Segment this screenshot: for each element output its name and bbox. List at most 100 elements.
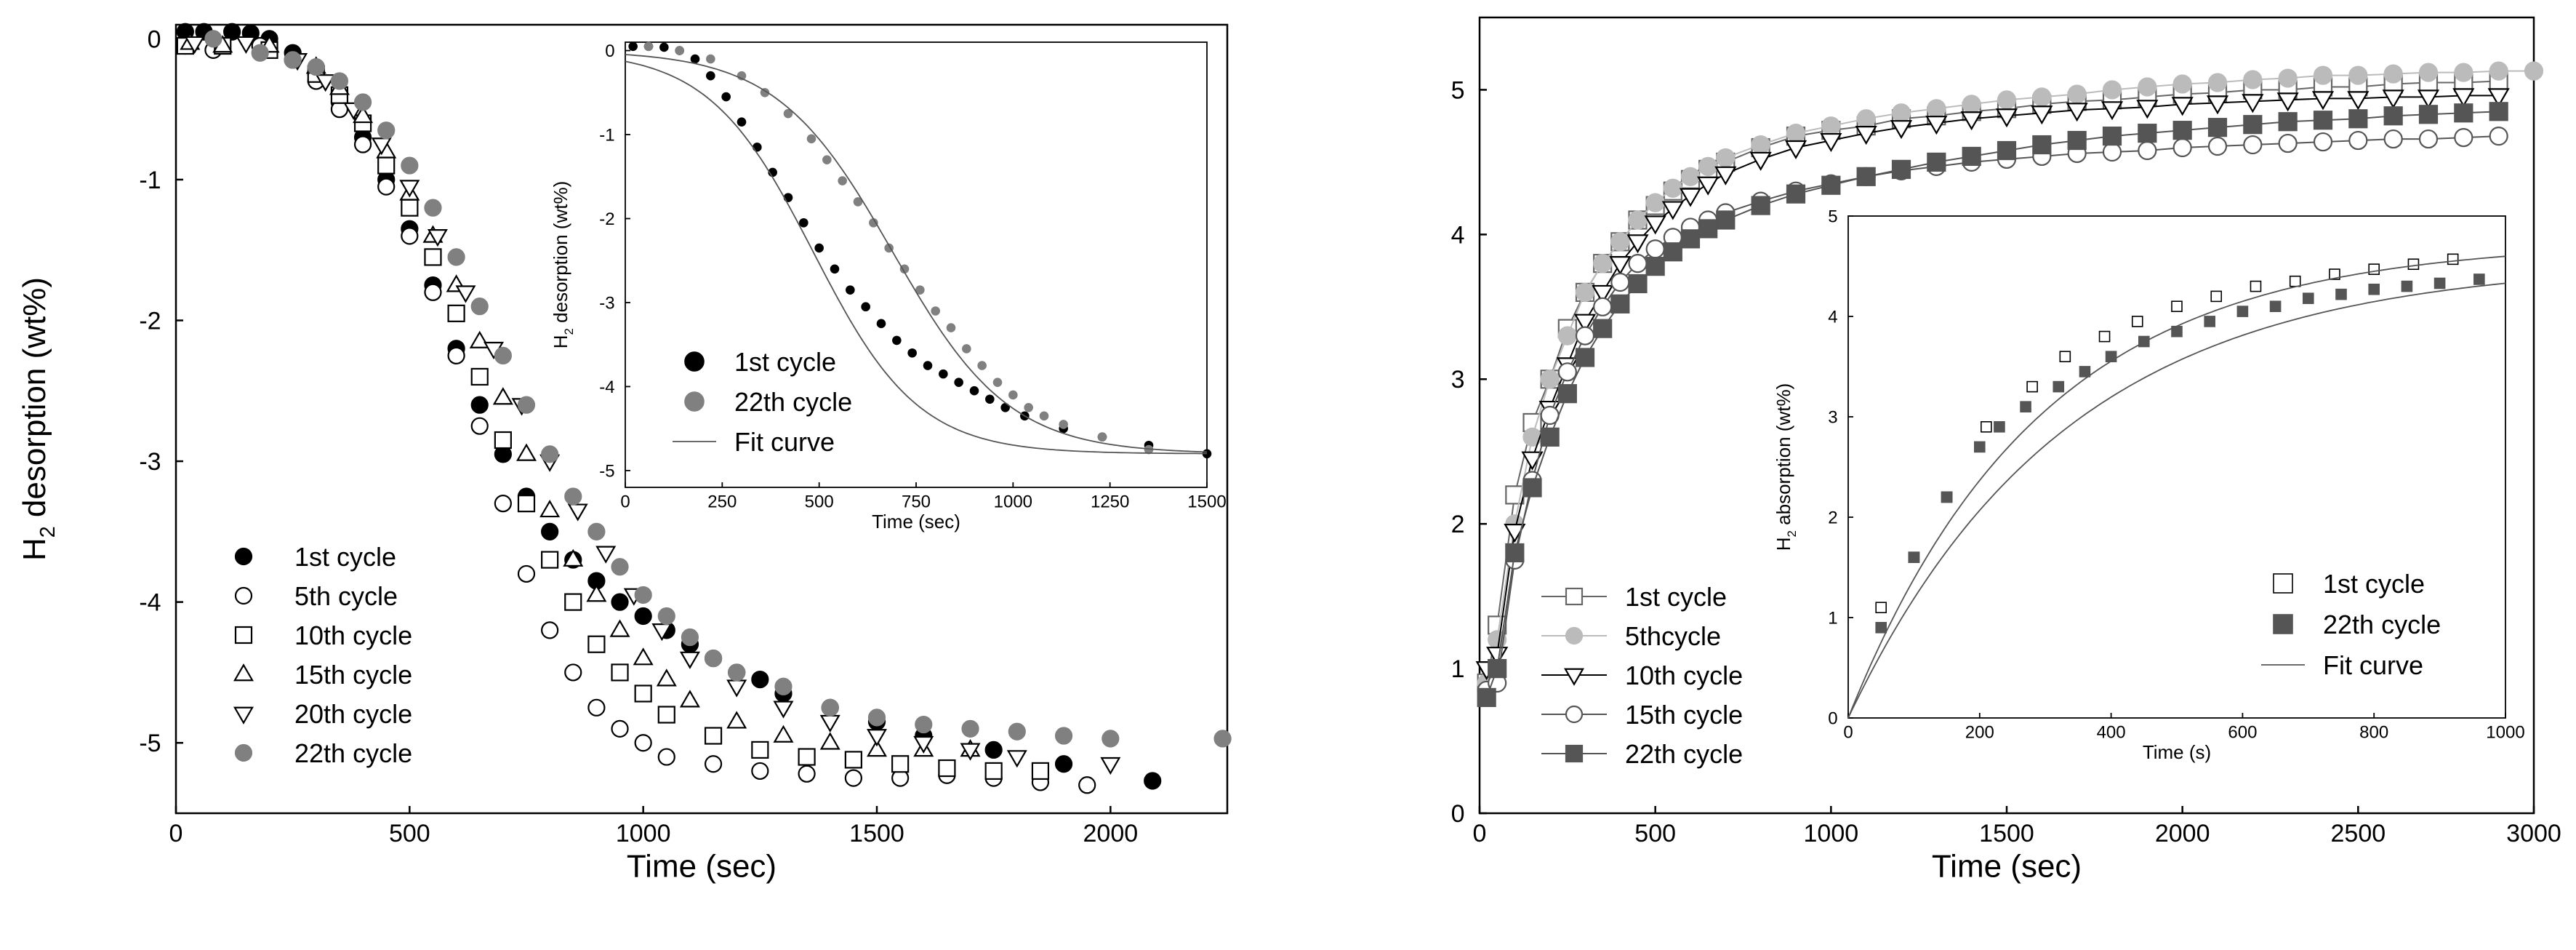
desorption-inset-data-point	[985, 394, 995, 404]
desorption-main-data-point	[377, 156, 396, 175]
desorption-main-legend-item-22th-cycle: 22th cycle	[234, 738, 412, 768]
absorption-inset-data-point	[1875, 602, 1887, 614]
absorption-main-data-point	[1891, 103, 1911, 123]
absorption-main-data-point	[2278, 112, 2298, 132]
absorption-main-data-point	[2489, 102, 2508, 121]
desorption-main-data-point	[773, 700, 794, 719]
absorption-inset-data-point	[2053, 380, 2065, 393]
absorption-main-data-point	[2418, 105, 2439, 124]
absorption-inset-data-point	[2098, 330, 2111, 343]
absorption-main-data-point	[1610, 272, 1630, 292]
desorption-main-data-point	[587, 635, 606, 653]
absorption-main-data-point	[2418, 63, 2439, 82]
desorption-main-data-point	[377, 121, 396, 140]
desorption-main-data-point	[913, 735, 934, 754]
absorption-main-x-tick-label: 2000	[2155, 820, 2210, 847]
desorption-main-x-tick-label: 500	[389, 820, 430, 847]
absorption-inset-data-point	[1875, 621, 1887, 634]
desorption-main-data-point	[651, 623, 673, 642]
absorption-inset-legend-item-22th-cycle: 22th cycle	[2273, 610, 2441, 639]
absorption-main-data-point	[2102, 142, 2122, 162]
absorption-main-data-point	[2383, 129, 2403, 149]
absorption-main-data-point	[1821, 116, 1841, 136]
absorption-main-legend-label: 15th cycle	[1625, 700, 1743, 730]
desorption-main-data-point	[1031, 762, 1050, 781]
desorption-main-y-tick-label: -4	[139, 589, 161, 617]
desorption-main-data-point	[424, 248, 442, 266]
desorption-main-data-point	[728, 663, 746, 682]
absorption-inset-data-point	[2204, 316, 2215, 327]
absorption-inset-data-point	[2079, 366, 2091, 378]
desorption-main-data-point	[541, 445, 559, 463]
desorption-main-data-point	[541, 621, 559, 639]
desorption-main-data-point	[634, 684, 652, 703]
desorption-main-legend-label: 5th cycle	[294, 581, 398, 611]
absorption-inset-y-tick-label: 1	[1828, 608, 1837, 628]
absorption-main-data-point	[1960, 111, 1983, 131]
desorption-main-data-point	[251, 44, 269, 62]
absorption-inset-data-point	[2473, 274, 2485, 285]
desorption-inset-y-tick-label: -1	[599, 125, 614, 145]
desorption-main-data-point	[867, 708, 886, 727]
absorption-inset-data-point	[2368, 283, 2380, 295]
absorption-main-data-point	[2172, 137, 2192, 158]
desorption-inset-data-point	[783, 108, 793, 119]
desorption-inset-data-point	[915, 285, 925, 295]
absorption-inset-data-point	[2447, 253, 2459, 266]
desorption-main-legend-label: 22th cycle	[294, 738, 412, 768]
desorption-main-data-point	[1100, 757, 1121, 775]
desorption-main-data-point	[798, 765, 816, 783]
absorption-main-data-point	[2171, 97, 2194, 116]
absorption-inset-legend-label: 22th cycle	[2323, 610, 2441, 639]
absorption-inset-data-point	[2236, 306, 2249, 317]
desorption-main-legend-marker	[234, 547, 253, 566]
absorption-main-data-point	[2383, 106, 2403, 126]
absorption-main-data-point	[1786, 184, 1806, 204]
absorption-main-data-point	[1628, 210, 1648, 230]
absorption-main-data-point	[1661, 201, 1684, 220]
desorption-main-y-tick-label: 0	[148, 25, 161, 53]
desorption-main-data-point	[401, 156, 419, 175]
desorption-main-data-point	[609, 619, 630, 637]
desorption-main-data-point	[679, 690, 700, 708]
desorption-main-data-point	[1144, 772, 1162, 790]
desorption-main-data-point	[401, 199, 419, 217]
desorption-main-x-tick-label: 1000	[616, 820, 671, 847]
absorption-main-data-point	[1610, 294, 1630, 314]
absorption-main-data-point	[1751, 135, 1770, 155]
desorption-inset-data-point	[939, 369, 948, 379]
desorption-main-data-point	[315, 74, 336, 92]
desorption-inset-x-tick-label: 1000	[994, 492, 1032, 512]
absorption-main-data-point	[1609, 256, 1632, 276]
desorption-main-data-point	[223, 23, 241, 41]
absorption-main-x-tick-label: 0	[1473, 820, 1487, 847]
absorption-main-data-point	[2489, 127, 2508, 146]
desorption-main-data-point	[353, 135, 372, 153]
absorption-main-data-point	[1488, 658, 1507, 679]
absorption-main-data-point	[1575, 348, 1595, 367]
desorption-main-data-point	[427, 229, 448, 247]
desorption-inset-data-point	[643, 41, 654, 52]
absorption-main-data-point	[2243, 135, 2263, 155]
absorption-main-data-point	[1593, 319, 1613, 338]
desorption-main-legend-label: 20th cycle	[294, 699, 412, 729]
desorption-inset: 0 250 500 750 1000 1250 1500 0 -1 -2 -3 -4 -5 Time (s…	[550, 41, 1227, 532]
absorption-inset-x-tick-label: 0	[1843, 723, 1853, 743]
absorption-main-data-point	[2206, 95, 2229, 115]
absorption-main-data-point	[1891, 159, 1911, 179]
desorption-main-x-tick-label: 1500	[849, 820, 904, 847]
absorption-inset-y-axis-label: H2 absorption (wt%)	[1773, 383, 1799, 551]
absorption-main-data-point	[1663, 178, 1682, 198]
absorption-main-data-point	[2454, 127, 2473, 148]
absorption-inset-data-point	[1908, 551, 1920, 564]
absorption-main-data-point	[1645, 239, 1665, 259]
desorption-main-data-point	[1006, 750, 1027, 768]
desorption-main-data-point	[984, 762, 1003, 781]
absorption-main-data-point	[2454, 63, 2473, 82]
desorption-main-data-point	[704, 727, 723, 745]
absorption-main-legend-item-22th-cycle: 22th cycle	[1541, 739, 1743, 769]
absorption-main-data-point	[2031, 105, 2053, 125]
desorption-inset-data-point	[675, 46, 684, 55]
desorption-main-data-point	[470, 298, 489, 316]
